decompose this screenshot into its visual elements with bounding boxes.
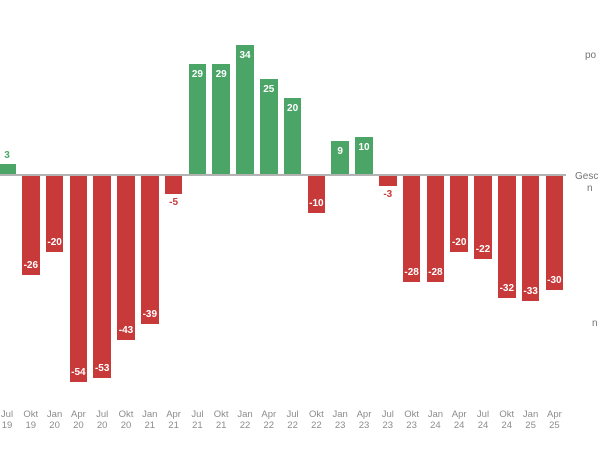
bar-jan-20 [45, 175, 64, 252]
bar-jul-24 [474, 175, 492, 260]
bar-okt-19 [22, 175, 40, 275]
bar-value-label: -53 [94, 362, 110, 374]
bar-value-label: -54 [71, 366, 86, 378]
x-tick-label: Okt 22 [309, 409, 324, 431]
bar-value-label: 9 [337, 145, 343, 157]
bar-value-label: -5 [169, 197, 179, 209]
bar-value-label: 34 [239, 49, 251, 61]
right-edge-annotation-zero-line2: n [587, 183, 593, 194]
bar-value-label: -20 [451, 236, 467, 248]
x-axis-zero-line [0, 174, 566, 176]
x-tick-label: Okt 23 [404, 409, 419, 431]
bar-value-label: -28 [404, 267, 419, 279]
bar-apr-22 [260, 79, 278, 175]
bar-value-label: -22 [475, 244, 491, 256]
x-tick-label: Jan 25 [522, 409, 539, 431]
x-tick-label: Jul 23 [381, 409, 394, 431]
right-edge-annotation-positive: po [585, 50, 597, 61]
x-tick-label: Apr 25 [546, 409, 562, 431]
x-tick-label: Jul 24 [476, 409, 490, 431]
bar-jul-22 [283, 98, 302, 175]
x-tick-label: Okt 20 [118, 409, 134, 431]
right-edge-annotation-zero-line1: Gesc [575, 171, 599, 182]
x-tick-label: Apr 23 [356, 409, 372, 431]
bar-jul-23 [379, 175, 397, 187]
bar-apr-25 [545, 175, 564, 290]
bar-okt-22 [307, 175, 326, 214]
x-tick-label: Jan 21 [142, 409, 158, 431]
bar-value-label: -32 [499, 282, 515, 294]
bar-jul-21 [188, 63, 207, 175]
bar-apr-23 [355, 136, 373, 175]
bar-apr-20 [69, 175, 88, 382]
bar-value-label: -39 [142, 309, 158, 321]
bar-value-label: -20 [47, 236, 62, 248]
x-tick-label: Jan 24 [427, 409, 444, 431]
bar-jul-19 [0, 163, 16, 175]
bar-value-label: 25 [263, 84, 275, 96]
right-edge-annotation-negative: n [592, 318, 598, 329]
x-tick-label: Okt 24 [499, 409, 515, 431]
x-tick-label: Jan 20 [46, 409, 63, 431]
bar-value-label: -3 [383, 189, 393, 201]
bar-value-label: -10 [309, 198, 324, 210]
x-tick-label: Jan 22 [237, 409, 253, 431]
bar-jan-25 [521, 175, 540, 302]
bar-value-label: 3 [4, 149, 10, 161]
bar-value-label: 29 [191, 68, 203, 80]
bar-okt-21 [212, 63, 230, 175]
bar-value-label: -33 [523, 286, 538, 298]
x-tick-label: Jul 21 [191, 409, 204, 431]
x-tick-label: Jan 23 [332, 409, 348, 431]
bar-value-label: 10 [358, 141, 370, 153]
bar-okt-23 [402, 175, 421, 283]
x-tick-label: Okt 19 [23, 409, 39, 431]
bar-jan-22 [236, 44, 254, 175]
x-tick-label: Jul 22 [286, 409, 299, 431]
x-tick-label: Okt 21 [213, 409, 229, 431]
x-tick-label: Apr 21 [166, 409, 181, 431]
bar-jul-20 [93, 175, 111, 378]
bar-value-label: -43 [118, 324, 134, 336]
bar-value-label: 20 [287, 103, 299, 115]
bar-jan-23 [331, 140, 349, 175]
bar-value-label: -30 [547, 274, 562, 286]
bar-value-label: 29 [215, 68, 227, 80]
bar-okt-20 [117, 175, 135, 340]
bar-apr-21 [164, 175, 183, 195]
x-tick-label: Apr 22 [261, 409, 277, 431]
x-tick-label: Apr 20 [70, 409, 86, 431]
x-tick-label: Jul 20 [96, 409, 109, 431]
x-tick-label: Apr 24 [451, 409, 467, 431]
bar-apr-24 [450, 175, 468, 252]
x-tick-label: Jul 19 [0, 409, 14, 431]
bar-jan-21 [141, 175, 159, 325]
bar-value-label: -26 [23, 259, 39, 271]
bar-okt-24 [498, 175, 516, 298]
bar-jan-24 [426, 175, 445, 283]
bar-value-label: -28 [428, 267, 443, 279]
